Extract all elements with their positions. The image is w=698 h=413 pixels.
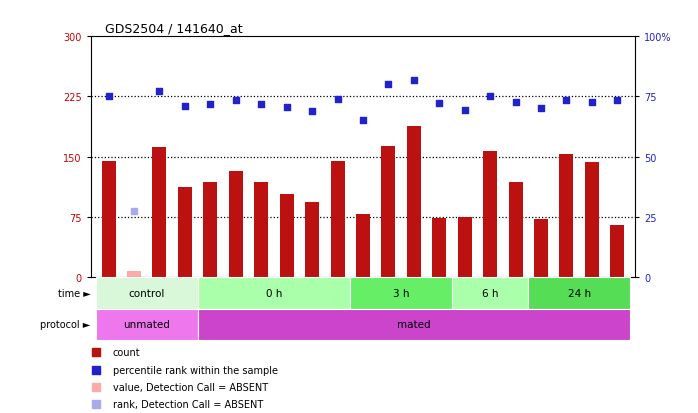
- Bar: [198, 309, 630, 340]
- Point: [407, 328, 418, 334]
- Point: [510, 100, 521, 106]
- Text: 6 h: 6 h: [482, 288, 498, 298]
- Text: count: count: [112, 348, 140, 358]
- Bar: [528, 278, 630, 309]
- Bar: [127, 271, 141, 278]
- Text: 0 h: 0 h: [266, 288, 282, 298]
- Text: rank, Detection Call = ABSENT: rank, Detection Call = ABSENT: [112, 399, 262, 409]
- Bar: [254, 183, 268, 278]
- Text: 3 h: 3 h: [393, 288, 409, 298]
- Point: [230, 98, 242, 104]
- Text: percentile rank within the sample: percentile rank within the sample: [112, 365, 278, 375]
- Point: [433, 100, 445, 107]
- Point: [611, 98, 623, 104]
- Point: [484, 94, 496, 100]
- Text: 24 h: 24 h: [567, 288, 591, 298]
- Point: [128, 209, 140, 215]
- Point: [332, 96, 343, 103]
- Bar: [432, 219, 446, 278]
- Bar: [203, 183, 217, 278]
- Bar: [356, 215, 370, 278]
- Point: [408, 78, 419, 85]
- Bar: [101, 161, 116, 278]
- Text: unmated: unmated: [124, 320, 170, 330]
- Bar: [381, 147, 395, 278]
- Point: [205, 101, 216, 108]
- Bar: [509, 183, 523, 278]
- Bar: [610, 225, 625, 278]
- Bar: [305, 203, 319, 278]
- Bar: [458, 217, 472, 278]
- Bar: [198, 278, 350, 309]
- Bar: [585, 163, 599, 278]
- Point: [459, 107, 470, 114]
- Bar: [534, 220, 548, 278]
- Bar: [96, 278, 198, 309]
- Point: [306, 108, 318, 115]
- Bar: [178, 188, 192, 278]
- Text: GDS2504 / 141640_at: GDS2504 / 141640_at: [105, 22, 242, 35]
- Text: control: control: [128, 288, 165, 298]
- Point: [281, 104, 292, 111]
- Text: value, Detection Call = ABSENT: value, Detection Call = ABSENT: [112, 382, 267, 392]
- Point: [535, 106, 547, 112]
- Bar: [96, 309, 198, 340]
- Bar: [229, 172, 243, 278]
- Bar: [452, 278, 528, 309]
- Bar: [407, 127, 421, 278]
- Bar: [350, 278, 452, 309]
- Text: protocol ►: protocol ►: [40, 320, 91, 330]
- Point: [586, 100, 597, 106]
- Text: time ►: time ►: [58, 288, 91, 298]
- Point: [154, 88, 165, 95]
- Bar: [152, 148, 166, 278]
- Point: [383, 82, 394, 88]
- Point: [179, 104, 191, 110]
- Point: [357, 117, 369, 124]
- Bar: [483, 152, 497, 278]
- Point: [407, 16, 418, 22]
- Point: [255, 102, 267, 109]
- Text: mated: mated: [397, 320, 431, 330]
- Point: [103, 94, 114, 100]
- Bar: [280, 195, 294, 278]
- Bar: [331, 161, 345, 278]
- Bar: [560, 155, 574, 278]
- Point: [407, 172, 418, 178]
- Point: [561, 98, 572, 104]
